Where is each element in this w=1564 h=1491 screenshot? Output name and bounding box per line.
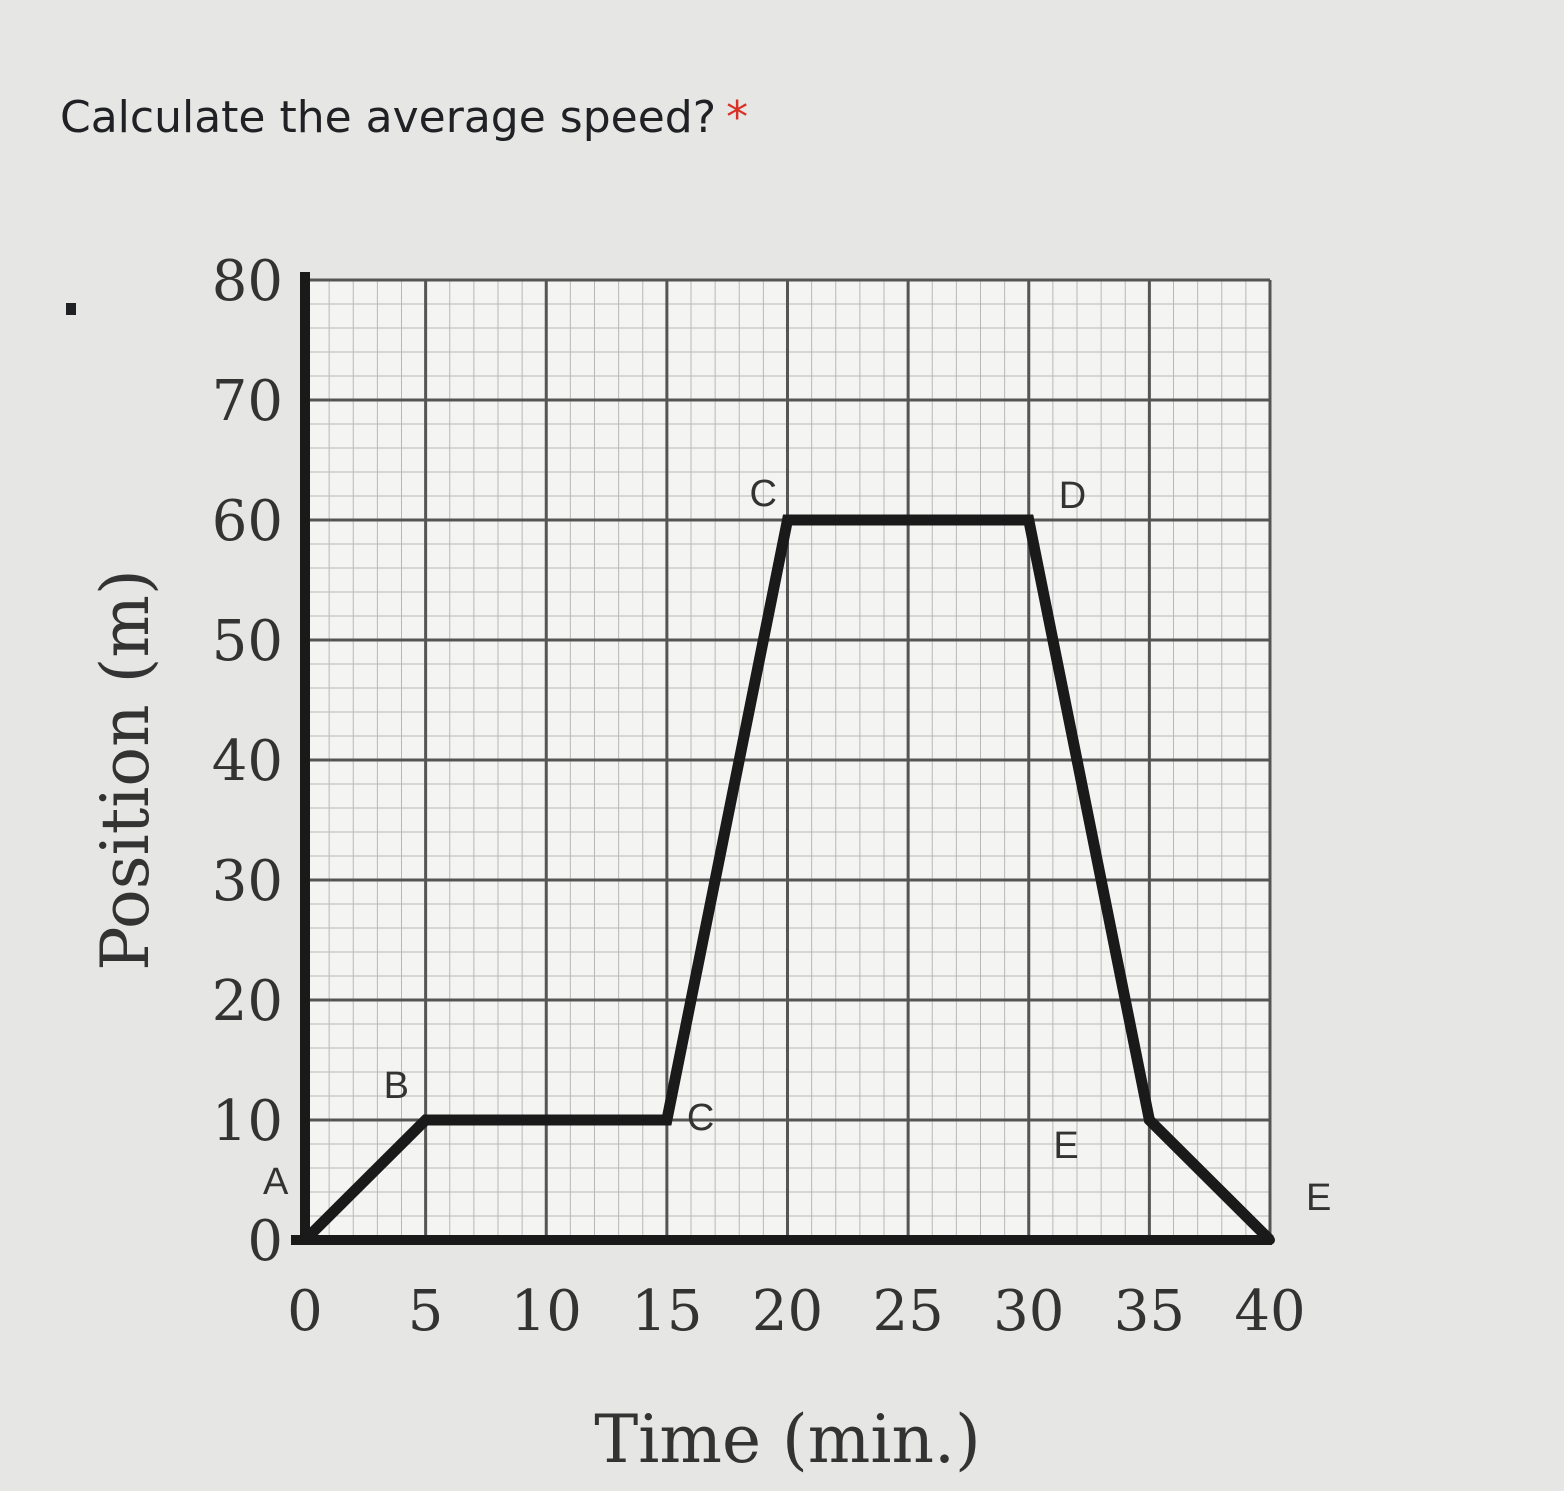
data-point (661, 1115, 672, 1125)
x-tick-label: 20 (752, 1279, 823, 1344)
data-point (1144, 1115, 1155, 1125)
y-tick-labels: 0 10 20 30 40 50 60 70 80 (212, 249, 283, 1274)
y-tick-label: 70 (212, 369, 283, 434)
data-point (1265, 1235, 1275, 1245)
y-tick-label: 20 (212, 969, 283, 1034)
y-tick-label: 10 (212, 1089, 283, 1154)
x-tick-label: 10 (511, 1279, 582, 1344)
x-tick-label: 0 (287, 1279, 323, 1344)
y-tick-label: 30 (212, 849, 283, 914)
data-points (300, 515, 1275, 1245)
point-label: C (750, 473, 777, 515)
data-point (300, 1235, 310, 1245)
data-point (1023, 515, 1034, 525)
x-tick-labels: 0 5 10 15 20 25 30 35 40 (287, 1279, 1305, 1344)
point-label: E (1306, 1177, 1331, 1219)
y-tick-label: 40 (212, 729, 283, 794)
y-tick-label: 80 (212, 249, 283, 314)
point-label: B (384, 1065, 409, 1107)
x-tick-label: 40 (1234, 1279, 1305, 1344)
question-text: Calculate the average speed? (60, 92, 717, 143)
point-label: A (263, 1161, 289, 1203)
x-tick-label: 5 (408, 1279, 444, 1344)
x-axis-title: Time (min.) (594, 1401, 980, 1478)
x-tick-label: 25 (872, 1279, 943, 1344)
axes (291, 272, 1272, 1245)
point-label: E (1053, 1125, 1078, 1167)
y-tick-label: 60 (212, 489, 283, 554)
data-point (420, 1115, 431, 1125)
bullet-marker (66, 303, 76, 315)
question-title: Calculate the average speed? * (60, 92, 748, 143)
grid-lines (303, 278, 1272, 1242)
x-tick-label: 15 (631, 1279, 702, 1344)
x-tick-label: 30 (993, 1279, 1064, 1344)
y-axis-title: Position (m) (87, 569, 164, 970)
point-labels: A B C C D E E (263, 473, 1331, 1219)
x-tick-label: 35 (1114, 1279, 1185, 1344)
y-tick-label: 0 (247, 1209, 283, 1274)
point-label: D (1059, 475, 1086, 517)
y-tick-label: 50 (212, 609, 283, 674)
required-asterisk: * (726, 92, 749, 143)
point-label: C (687, 1097, 714, 1139)
data-point (782, 515, 793, 525)
